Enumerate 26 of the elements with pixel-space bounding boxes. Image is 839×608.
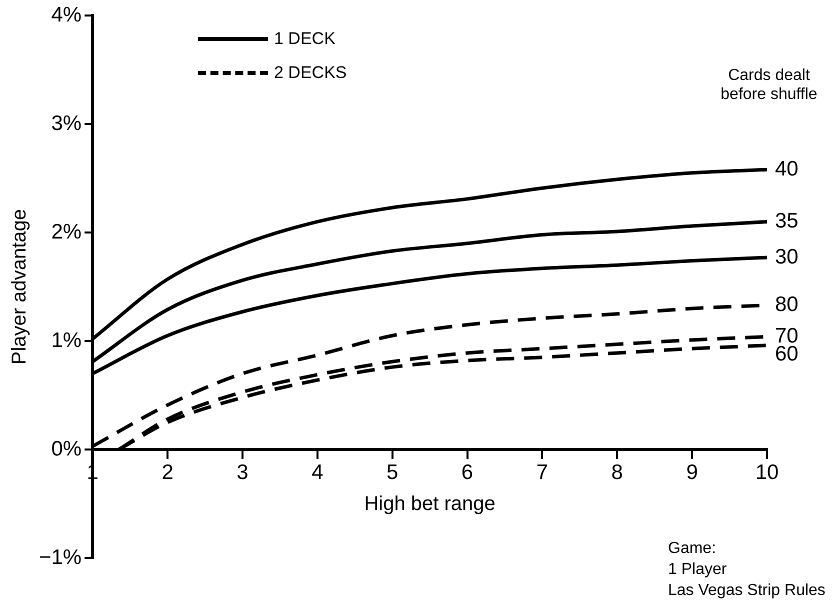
y-tick-label: 3% bbox=[51, 112, 82, 135]
annotation: 2 DECKS bbox=[274, 63, 347, 83]
y-tick-label: −1% bbox=[38, 546, 82, 569]
y-tick-label: 4% bbox=[51, 3, 82, 26]
legend-title: Cards dealt before shuffle bbox=[720, 66, 818, 104]
annotation: Game: 1 Player Las Vegas Strip Rules bbox=[668, 539, 826, 601]
series-label: 60 bbox=[775, 342, 798, 366]
series-label: 80 bbox=[775, 293, 798, 316]
x-tick-label: 4 bbox=[312, 460, 324, 484]
x-tick-label: 3 bbox=[236, 460, 248, 484]
x-tick-label: 9 bbox=[686, 460, 698, 484]
x-tick-label: 6 bbox=[461, 460, 474, 484]
series-label: 35 bbox=[775, 210, 798, 233]
x-axis-title: High bet range bbox=[364, 493, 496, 516]
series-label: 30 bbox=[775, 245, 798, 268]
y-tick-label: 0% bbox=[51, 437, 82, 460]
y-axis-title: Player advantage bbox=[8, 208, 31, 365]
x-tick-label: 5 bbox=[386, 460, 398, 484]
annotation: 1 DECK bbox=[274, 29, 336, 49]
series-label: 40 bbox=[775, 157, 798, 180]
y-tick-label: 1% bbox=[51, 328, 82, 352]
y-tick-label: 2% bbox=[51, 220, 82, 244]
x-tick-label: 7 bbox=[536, 460, 548, 484]
x-tick-label: 8 bbox=[611, 460, 623, 484]
x-tick-label: 2 bbox=[162, 460, 174, 484]
x-tick-label: 10 bbox=[755, 460, 779, 484]
